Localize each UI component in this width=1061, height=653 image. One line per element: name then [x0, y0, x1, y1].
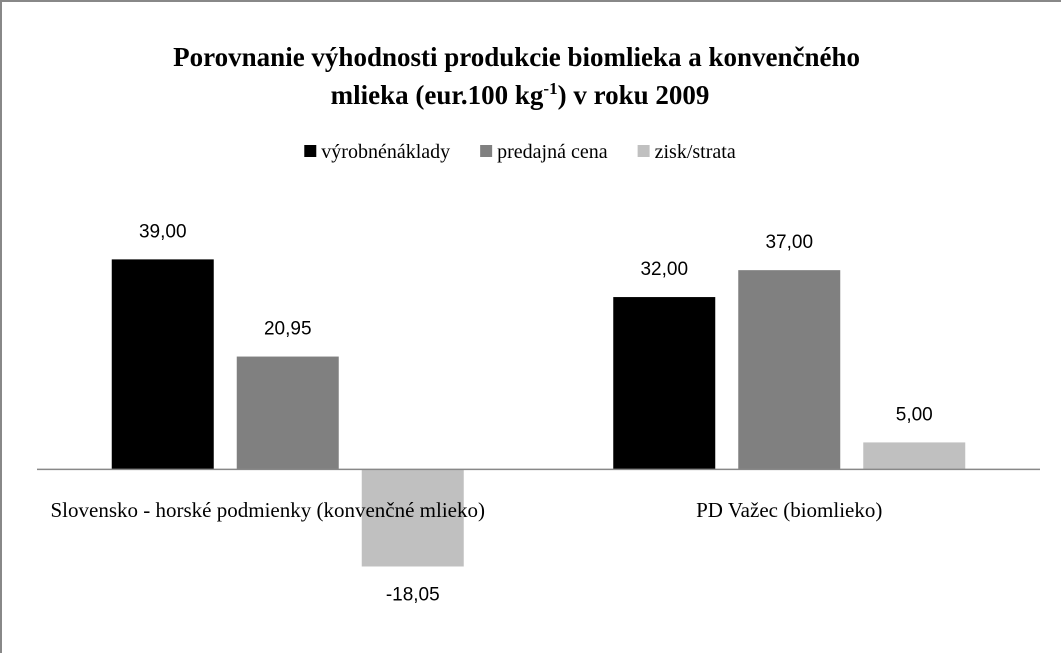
- data-label: 39,00: [139, 221, 187, 242]
- legend-label: výrobnénáklady: [321, 141, 450, 163]
- legend-swatch: [637, 145, 650, 157]
- bar: [863, 442, 966, 470]
- bar: [236, 356, 339, 470]
- category-label: PD Važec (biomlieko): [696, 498, 883, 523]
- title-line: mlieka (eur.100 kg: [331, 80, 544, 110]
- title-line: ) v roku 2009: [558, 80, 710, 110]
- bar: [361, 469, 464, 567]
- legend-swatch: [304, 145, 317, 157]
- legend-label: zisk/strata: [655, 141, 736, 163]
- data-label: -18,05: [386, 585, 440, 606]
- data-label: 20,95: [264, 319, 312, 340]
- legend-label: predajná cena: [497, 141, 608, 163]
- bar: [111, 259, 214, 470]
- data-label: 32,00: [640, 259, 688, 280]
- bar: [613, 297, 716, 470]
- data-label: 37,00: [765, 232, 813, 253]
- title-superscript: -1: [543, 79, 557, 98]
- bar: [738, 270, 841, 470]
- legend-swatch: [480, 145, 493, 157]
- data-label: 5,00: [896, 404, 933, 425]
- chart-title: Porovnanie výhodnosti produkcie biomliek…: [173, 42, 867, 110]
- title-line: Porovnanie výhodnosti produkcie biomliek…: [173, 42, 860, 72]
- category-label: Slovensko - horské podmienky (konvenčné …: [50, 498, 486, 523]
